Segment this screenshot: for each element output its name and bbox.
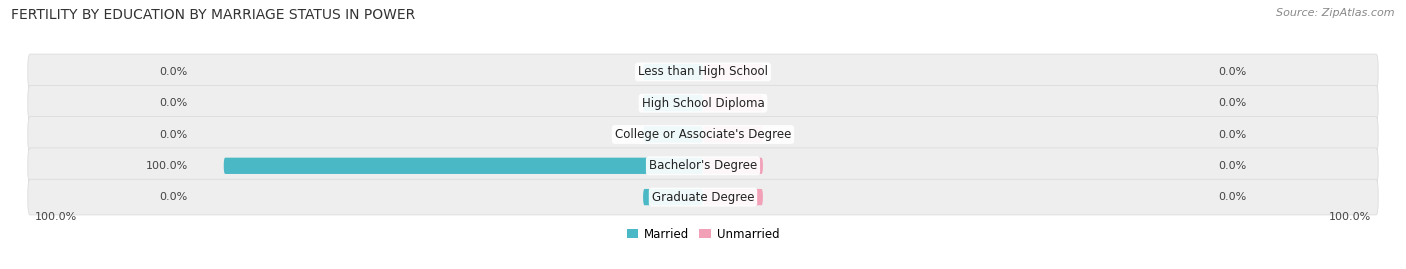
FancyBboxPatch shape [643,189,703,205]
FancyBboxPatch shape [643,126,703,143]
FancyBboxPatch shape [643,64,703,80]
FancyBboxPatch shape [28,85,1378,121]
Text: 0.0%: 0.0% [1218,98,1247,108]
Text: 0.0%: 0.0% [159,67,188,77]
Text: High School Diploma: High School Diploma [641,97,765,110]
Legend: Married, Unmarried: Married, Unmarried [621,223,785,246]
FancyBboxPatch shape [703,64,763,80]
Text: 0.0%: 0.0% [1218,129,1247,140]
FancyBboxPatch shape [28,117,1378,152]
FancyBboxPatch shape [703,95,763,111]
Text: Bachelor's Degree: Bachelor's Degree [650,159,756,172]
FancyBboxPatch shape [643,95,703,111]
Text: 0.0%: 0.0% [159,98,188,108]
Text: College or Associate's Degree: College or Associate's Degree [614,128,792,141]
Text: 100.0%: 100.0% [146,161,188,171]
FancyBboxPatch shape [224,158,703,174]
Text: 0.0%: 0.0% [159,192,188,202]
FancyBboxPatch shape [703,158,763,174]
Text: Source: ZipAtlas.com: Source: ZipAtlas.com [1277,8,1395,18]
Text: 0.0%: 0.0% [1218,192,1247,202]
FancyBboxPatch shape [28,54,1378,90]
Text: 0.0%: 0.0% [159,129,188,140]
Text: FERTILITY BY EDUCATION BY MARRIAGE STATUS IN POWER: FERTILITY BY EDUCATION BY MARRIAGE STATU… [11,8,416,22]
Text: 0.0%: 0.0% [1218,161,1247,171]
Text: 100.0%: 100.0% [1329,213,1371,222]
FancyBboxPatch shape [28,179,1378,215]
FancyBboxPatch shape [703,126,763,143]
Text: 0.0%: 0.0% [1218,67,1247,77]
FancyBboxPatch shape [28,148,1378,184]
FancyBboxPatch shape [703,189,763,205]
Text: Graduate Degree: Graduate Degree [652,191,754,204]
Text: Less than High School: Less than High School [638,65,768,78]
Text: 100.0%: 100.0% [35,213,77,222]
